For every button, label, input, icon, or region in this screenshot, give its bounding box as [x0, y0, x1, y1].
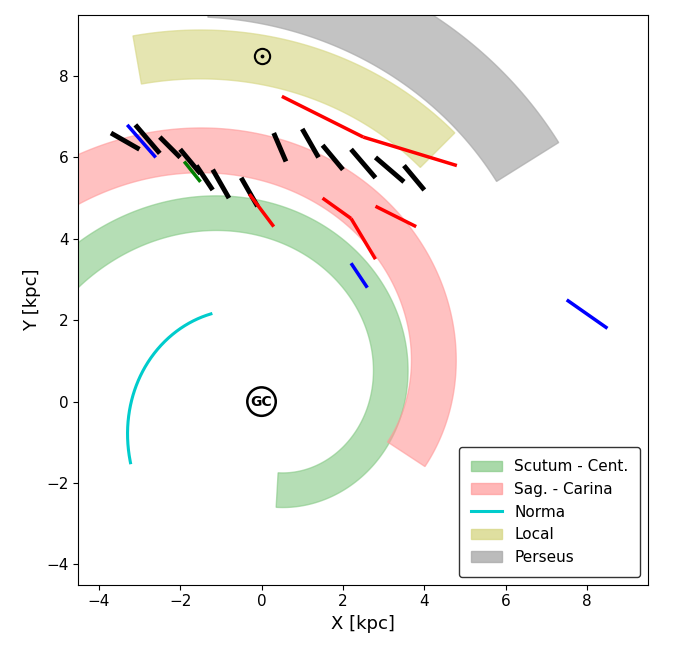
Polygon shape [133, 30, 455, 167]
Legend: Scutum - Cent., Sag. - Carina, Norma, Local, Perseus: Scutum - Cent., Sag. - Carina, Norma, Lo… [459, 447, 641, 577]
Polygon shape [0, 196, 408, 507]
X-axis label: X [kpc]: X [kpc] [332, 615, 395, 633]
Y-axis label: Y [kpc]: Y [kpc] [23, 269, 41, 331]
Polygon shape [0, 128, 456, 467]
Polygon shape [208, 0, 559, 181]
Text: GC: GC [250, 395, 272, 409]
